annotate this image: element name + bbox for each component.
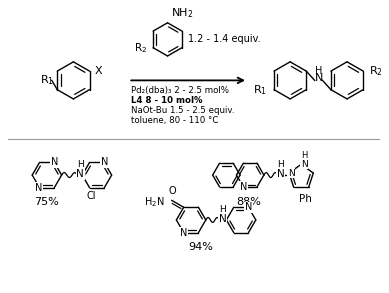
Text: O: O <box>168 186 176 196</box>
Text: Ph: Ph <box>299 194 312 204</box>
Text: N: N <box>51 157 58 167</box>
Text: H: H <box>315 66 322 76</box>
Text: N: N <box>219 214 226 224</box>
Text: H: H <box>219 205 226 214</box>
Text: N: N <box>101 157 108 167</box>
Text: N: N <box>180 228 187 238</box>
Text: N: N <box>245 202 252 212</box>
Text: N: N <box>35 183 42 193</box>
Text: NH$_2$: NH$_2$ <box>172 6 194 20</box>
Text: H: H <box>277 160 284 169</box>
Text: 1.2 - 1.4 equiv.: 1.2 - 1.4 equiv. <box>188 34 261 45</box>
Text: Pd₂(dba)₃ 2 - 2.5 mol%: Pd₂(dba)₃ 2 - 2.5 mol% <box>131 86 229 95</box>
Text: H: H <box>77 160 84 169</box>
Text: N: N <box>287 168 294 178</box>
Text: R$_2$: R$_2$ <box>369 64 383 78</box>
Text: Cl: Cl <box>87 191 96 201</box>
Text: N: N <box>277 169 284 179</box>
Text: toluene, 80 - 110 °C: toluene, 80 - 110 °C <box>131 115 219 125</box>
Text: 88%: 88% <box>236 197 261 207</box>
Text: R$_1$: R$_1$ <box>40 74 54 87</box>
Text: R$_2$: R$_2$ <box>134 41 147 54</box>
Text: H: H <box>301 151 307 160</box>
Text: N: N <box>240 182 247 192</box>
Text: N: N <box>301 160 307 169</box>
Text: 75%: 75% <box>35 197 59 207</box>
Text: N: N <box>314 74 323 84</box>
Text: L4 8 - 10 mol%: L4 8 - 10 mol% <box>131 96 203 105</box>
Text: R$_1$: R$_1$ <box>253 83 267 97</box>
Text: NaOt-Bu 1.5 - 2.5 equiv.: NaOt-Bu 1.5 - 2.5 equiv. <box>131 106 235 115</box>
Text: N: N <box>76 169 84 179</box>
Text: X: X <box>95 66 102 76</box>
Text: H$_2$N: H$_2$N <box>144 195 164 209</box>
Text: 94%: 94% <box>188 242 213 252</box>
